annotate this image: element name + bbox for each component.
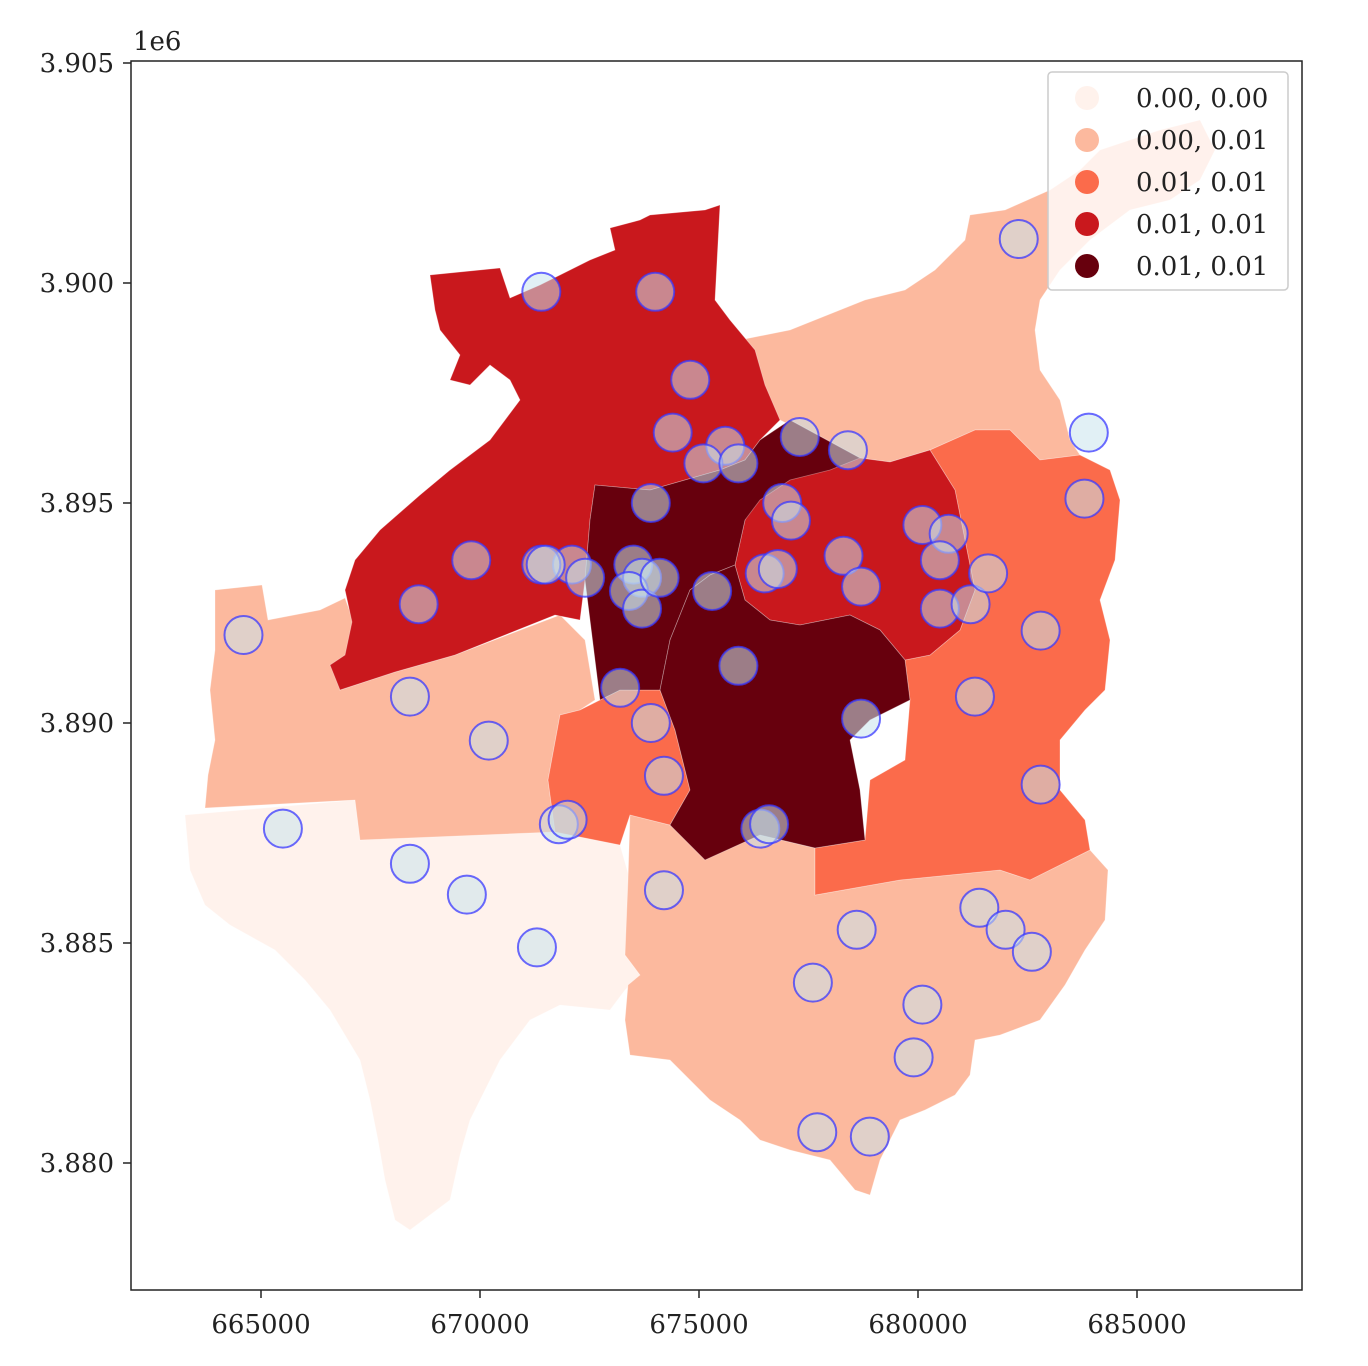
point-marker	[692, 571, 733, 611]
point-marker	[950, 584, 991, 625]
point-marker	[841, 566, 882, 607]
legend-label: 0.01, 0.01	[1136, 252, 1268, 282]
point-marker	[823, 535, 864, 576]
point-marker	[770, 500, 811, 541]
legend-swatch	[1075, 128, 1099, 152]
point-marker	[836, 909, 877, 950]
x-axis: 665000 670000 675000 680000 685000	[211, 1290, 1187, 1340]
y-tick-label: 3.905	[40, 49, 114, 79]
point-marker	[262, 808, 303, 849]
point-marker	[622, 588, 663, 629]
point-marker	[718, 645, 759, 686]
point-marker	[635, 271, 676, 312]
point-marker	[630, 483, 671, 523]
point-marker	[223, 615, 264, 655]
point-marker	[893, 1037, 934, 1078]
point-marker	[639, 557, 680, 598]
legend-swatch	[1075, 86, 1099, 110]
legend-swatch	[1075, 254, 1099, 278]
legend: 0.00, 0.00 0.00, 0.01 0.01, 0.01 0.01, 0.01…	[1047, 71, 1289, 291]
point-marker	[841, 698, 882, 739]
legend-swatch	[1075, 212, 1099, 236]
point-marker	[630, 703, 671, 743]
y-tick-label: 3.880	[40, 1149, 114, 1179]
point-marker	[468, 720, 509, 761]
point-marker	[968, 553, 1009, 594]
legend-box	[1047, 71, 1289, 291]
point-marker	[525, 544, 566, 585]
point-marker	[451, 540, 492, 581]
point-marker	[398, 584, 439, 625]
point-marker	[797, 1112, 838, 1153]
y-axis-offset-label: 1e6	[133, 27, 181, 57]
point-marker	[959, 887, 1000, 928]
region-northwest	[329, 204, 781, 691]
point-marker	[643, 755, 684, 796]
point-marker	[446, 874, 487, 915]
point-marker	[849, 1116, 890, 1157]
legend-label: 0.00, 0.00	[1136, 84, 1268, 114]
point-marker	[1020, 610, 1061, 651]
point-marker	[389, 843, 430, 884]
point-marker	[547, 799, 588, 840]
x-tick-label: 665000	[211, 1310, 310, 1340]
axes-frame	[130, 60, 1303, 1291]
point-marker	[827, 430, 868, 471]
point-marker	[1064, 478, 1105, 519]
point-marker	[718, 443, 759, 484]
point-marker	[643, 870, 684, 911]
point-marker	[516, 927, 557, 968]
y-tick-label: 3.890	[40, 709, 114, 739]
legend-label: 0.01, 0.01	[1136, 210, 1268, 240]
point-marker	[985, 909, 1026, 950]
point-marker	[919, 540, 960, 581]
point-marker	[749, 804, 790, 845]
x-tick-label: 670000	[430, 1310, 529, 1340]
point-marker	[792, 962, 833, 1003]
point-marker	[600, 667, 641, 708]
point-marker	[565, 557, 606, 598]
point-marker	[902, 984, 943, 1025]
point-marker	[1011, 931, 1052, 972]
x-tick-label: 675000	[649, 1310, 748, 1340]
point-marker	[757, 549, 798, 589]
point-marker	[670, 359, 711, 400]
x-tick-label: 685000	[1087, 1310, 1186, 1340]
legend-label: 0.00, 0.01	[1136, 126, 1268, 156]
point-marker	[521, 271, 562, 312]
point-marker	[683, 443, 724, 484]
y-tick-label: 3.900	[40, 269, 114, 299]
point-marker	[652, 412, 693, 453]
point-marker	[954, 676, 995, 717]
y-tick-label: 3.885	[40, 929, 114, 959]
point-marker	[779, 417, 820, 457]
y-tick-label: 3.895	[40, 489, 114, 519]
y-axis: 3.880 3.885 3.890 3.895 3.900 3.905	[40, 49, 131, 1179]
point-marker	[1068, 412, 1109, 453]
x-tick-label: 680000	[868, 1310, 967, 1340]
point-marker	[1020, 764, 1061, 805]
point-marker	[998, 219, 1039, 259]
region-center-south	[659, 564, 911, 861]
point-layer	[223, 219, 1109, 1157]
legend-swatch	[1075, 170, 1099, 194]
legend-label: 0.01, 0.01	[1136, 168, 1268, 198]
point-marker	[389, 676, 430, 717]
